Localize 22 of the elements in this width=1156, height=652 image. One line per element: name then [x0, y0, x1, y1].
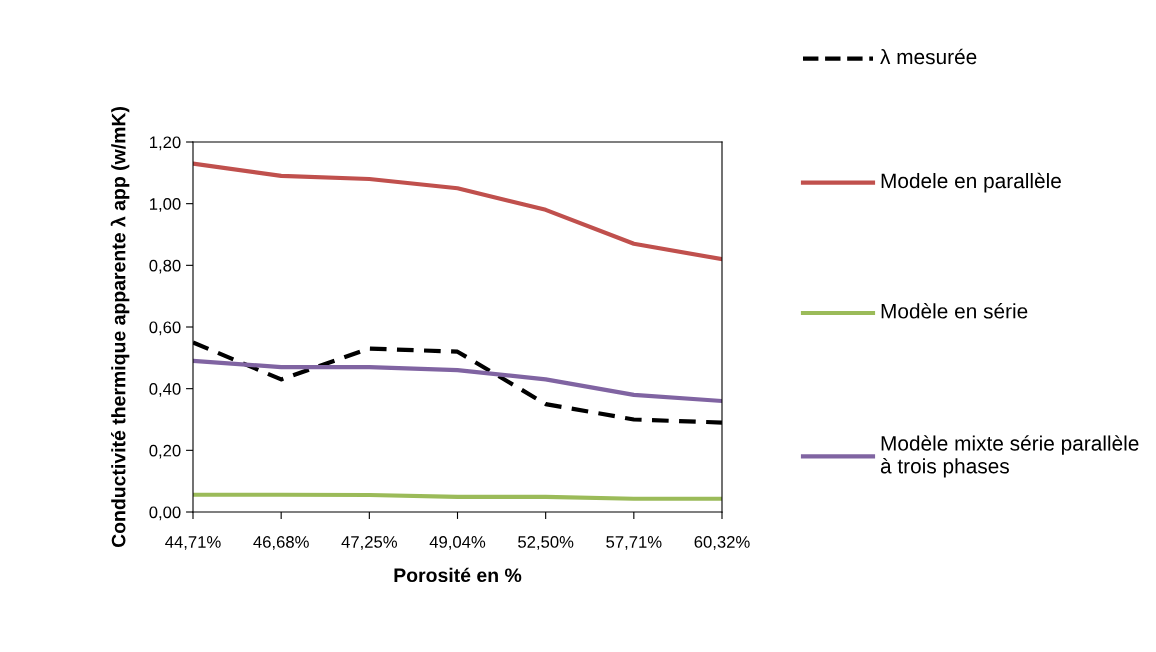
x-tick-label: 57,71%	[606, 536, 662, 550]
y-tick-label: 0,40	[149, 383, 181, 397]
x-tick-label: 49,04%	[429, 536, 486, 550]
x-tick-label: 60,32%	[694, 536, 750, 550]
y-tick-label: 0,00	[149, 506, 181, 521]
legend-label: Modele en parallèle	[881, 172, 1061, 193]
y-axis-title: Conductivité thermique apparente λ app (w/mK)	[110, 107, 130, 548]
legend-label: λ mesurée	[880, 48, 977, 65]
y-tick-label: 0,20	[149, 444, 181, 459]
legend-label: Modèle mixte série parallèle à trois phases	[880, 435, 1139, 478]
y-tick-label: 1,20	[150, 136, 181, 151]
y-tick-label: 1,00	[150, 198, 181, 212]
x-tick-label: 44,71%	[165, 536, 221, 550]
line-series	[193, 358, 722, 404]
x-tick-label: 47,25%	[341, 536, 398, 550]
legend-label: Modèle en série	[881, 303, 1028, 319]
x-tick-label: 52,50%	[518, 536, 574, 550]
x-axis-title: Porosité en %	[394, 567, 522, 583]
line-series	[193, 161, 722, 262]
y-tick-label: 0,80	[149, 259, 181, 274]
y-tick-label: 0,60	[149, 321, 181, 336]
x-tick-label: 46,68%	[253, 536, 309, 550]
